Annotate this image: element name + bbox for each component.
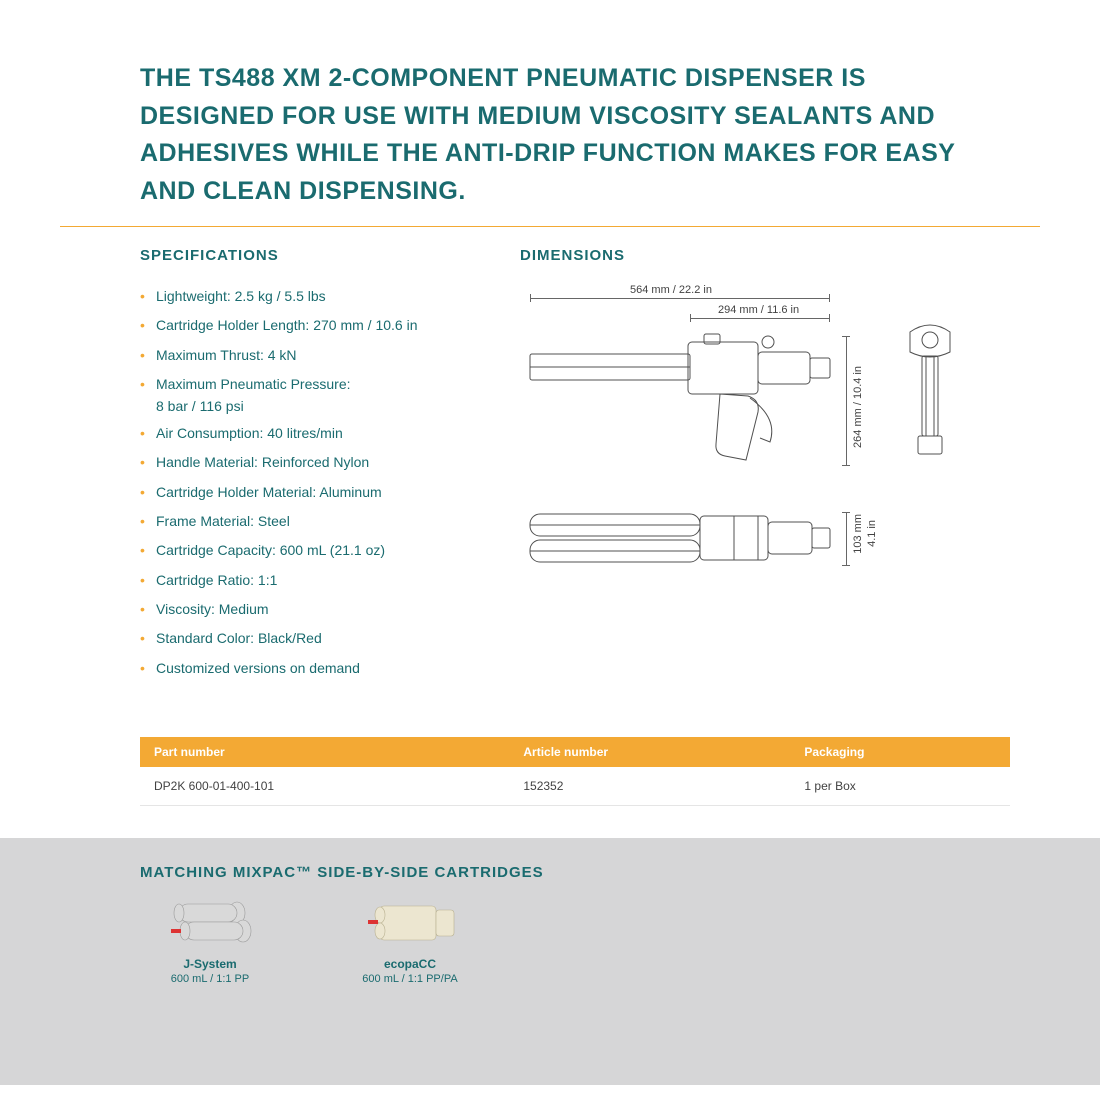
parts-table: Part numberArticle numberPackaging DP2K … xyxy=(140,737,1010,806)
spec-item: Cartridge Holder Material: Aluminum xyxy=(140,482,520,502)
side-view-drawing xyxy=(520,324,840,484)
dim-line-top-height xyxy=(846,512,847,566)
table-header-cell: Part number xyxy=(140,737,509,767)
table-header-cell: Packaging xyxy=(790,737,1010,767)
spec-item: Air Consumption: 40 litres/min xyxy=(140,423,520,443)
spec-item: Maximum Pneumatic Pressure: xyxy=(140,374,520,394)
spec-list: Lightweight: 2.5 kg / 5.5 lbs Cartridge H… xyxy=(140,286,520,678)
spec-item: Frame Material: Steel xyxy=(140,511,520,531)
parts-table-wrap: Part numberArticle numberPackaging DP2K … xyxy=(140,737,1010,806)
dimensions-column: DIMENSIONS 564 mm / 22.2 in 294 mm / 11.… xyxy=(520,247,1040,687)
table-cell: 1 per Box xyxy=(790,767,1010,806)
cartridge-item: J-System 600 mL / 1:1 PP xyxy=(140,897,280,985)
spec-item: Viscosity: Medium xyxy=(140,599,520,619)
table-body: DP2K 600-01-400-1011523521 per Box xyxy=(140,767,1010,806)
cartridge-row: J-System 600 mL / 1:1 PP ecopaCC 600 mL / 1… xyxy=(140,897,1100,985)
spec-item: Standard Color: Black/Red xyxy=(140,628,520,648)
cartridge-icon xyxy=(140,897,280,949)
dim-label-top-height-in: 4.1 in xyxy=(866,520,878,547)
page: THE TS488 XM 2-COMPONENT PNEUMATIC DISPE… xyxy=(0,0,1100,1085)
table-cell: DP2K 600-01-400-101 xyxy=(140,767,509,806)
cartridge-name: J-System xyxy=(140,957,280,971)
specs-title: SPECIFICATIONS xyxy=(140,247,520,264)
divider xyxy=(60,226,1040,227)
dim-label-total: 564 mm / 22.2 in xyxy=(630,284,712,296)
dimensions-title: DIMENSIONS xyxy=(520,247,1040,264)
matching-title: MATCHING MIXPAC™ SIDE-BY-SIDE CARTRIDGES xyxy=(140,864,1100,881)
two-column-layout: SPECIFICATIONS Lightweight: 2.5 kg / 5.5… xyxy=(140,247,1040,687)
cartridge-sub: 600 mL / 1:1 PP xyxy=(140,973,280,985)
table-header-row: Part numberArticle numberPackaging xyxy=(140,737,1010,767)
cartridge-name: ecopaCC xyxy=(340,957,480,971)
matching-section: MATCHING MIXPAC™ SIDE-BY-SIDE CARTRIDGES… xyxy=(0,838,1100,1085)
spec-subline: 8 bar / 116 psi xyxy=(156,398,520,414)
dim-label-rear: 294 mm / 11.6 in xyxy=(718,304,799,316)
spec-item: Cartridge Holder Length: 270 mm / 10.6 i… xyxy=(140,315,520,335)
dim-label-top-height: 103 mm xyxy=(852,514,864,554)
table-header-cell: Article number xyxy=(509,737,790,767)
top-view-drawing xyxy=(520,504,840,574)
spec-item: Cartridge Ratio: 1:1 xyxy=(140,570,520,590)
front-view-drawing xyxy=(890,316,970,476)
dimension-diagram: 564 mm / 22.2 in 294 mm / 11.6 in xyxy=(520,286,1040,606)
headline: THE TS488 XM 2-COMPONENT PNEUMATIC DISPE… xyxy=(140,60,1000,210)
table-cell: 152352 xyxy=(509,767,790,806)
spec-item: Customized versions on demand xyxy=(140,658,520,678)
table-row: DP2K 600-01-400-1011523521 per Box xyxy=(140,767,1010,806)
dim-line-height xyxy=(846,336,847,466)
spec-item: Handle Material: Reinforced Nylon xyxy=(140,452,520,472)
dim-line-rear xyxy=(690,318,830,319)
spec-item: Lightweight: 2.5 kg / 5.5 lbs xyxy=(140,286,520,306)
spec-item: Maximum Thrust: 4 kN xyxy=(140,345,520,365)
dim-line-total xyxy=(530,298,830,299)
cartridge-icon xyxy=(340,897,480,949)
dim-label-height: 264 mm / 10.4 in xyxy=(852,366,864,448)
spec-item: Cartridge Capacity: 600 mL (21.1 oz) xyxy=(140,540,520,560)
cartridge-item: ecopaCC 600 mL / 1:1 PP/PA xyxy=(340,897,480,985)
specifications-column: SPECIFICATIONS Lightweight: 2.5 kg / 5.5… xyxy=(140,247,520,687)
dim-top-mm: 103 mm xyxy=(852,514,864,554)
cartridge-sub: 600 mL / 1:1 PP/PA xyxy=(340,973,480,985)
